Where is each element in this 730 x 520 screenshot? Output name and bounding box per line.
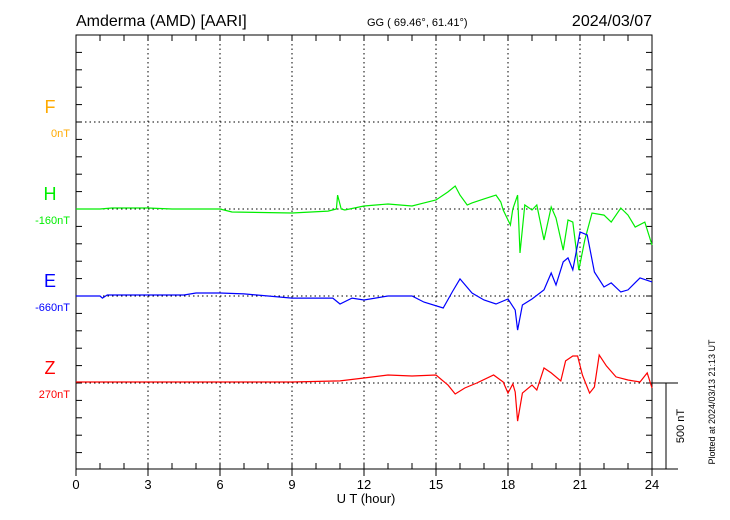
x-tick-label: 3	[144, 477, 151, 492]
x-tick-label: 18	[501, 477, 515, 492]
series-offset-E: -660nT	[35, 302, 70, 314]
scale-bar-label: 500 nT	[675, 409, 687, 444]
x-tick-label: 6	[216, 477, 223, 492]
x-tick-label: 21	[573, 477, 587, 492]
plotted-timestamp: Plotted at 2024/03/13 21:13 UT	[707, 339, 717, 465]
series-name-E: E	[44, 271, 56, 291]
series-name-F: F	[45, 97, 56, 117]
trace-Z	[76, 353, 653, 422]
series-offset-H: -160nT	[35, 215, 70, 227]
x-tick-label: 12	[357, 477, 371, 492]
trace-E	[76, 231, 653, 331]
x-tick-label: 24	[645, 477, 659, 492]
x-tick-label: 0	[72, 477, 79, 492]
chart-date: 2024/03/07	[572, 13, 652, 30]
station-coords: GG ( 69.46°, 61.41°)	[367, 17, 468, 29]
chart-title: Amderma (AMD) [AARI]	[76, 13, 247, 30]
x-axis-label: U T (hour)	[337, 491, 396, 506]
x-tick-label: 9	[288, 477, 295, 492]
series-name-Z: Z	[45, 358, 56, 378]
series-name-H: H	[44, 184, 57, 204]
x-tick-label: 15	[429, 477, 443, 492]
trace-H	[76, 185, 653, 271]
series-offset-Z: 270nT	[39, 389, 70, 401]
series-offset-F: 0nT	[51, 128, 70, 140]
